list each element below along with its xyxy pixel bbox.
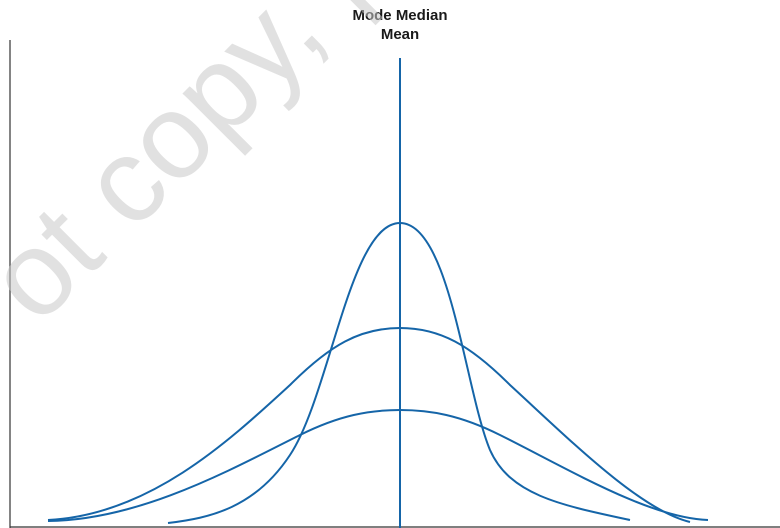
tall-curve (167, 221, 631, 524)
wide-curve (47, 408, 709, 522)
label-mean: Mean (380, 26, 420, 43)
medium-curve (47, 326, 691, 523)
central-tendency-label: Mode Median Mean (300, 6, 500, 44)
label-mode-median: Mode Median (352, 7, 448, 24)
